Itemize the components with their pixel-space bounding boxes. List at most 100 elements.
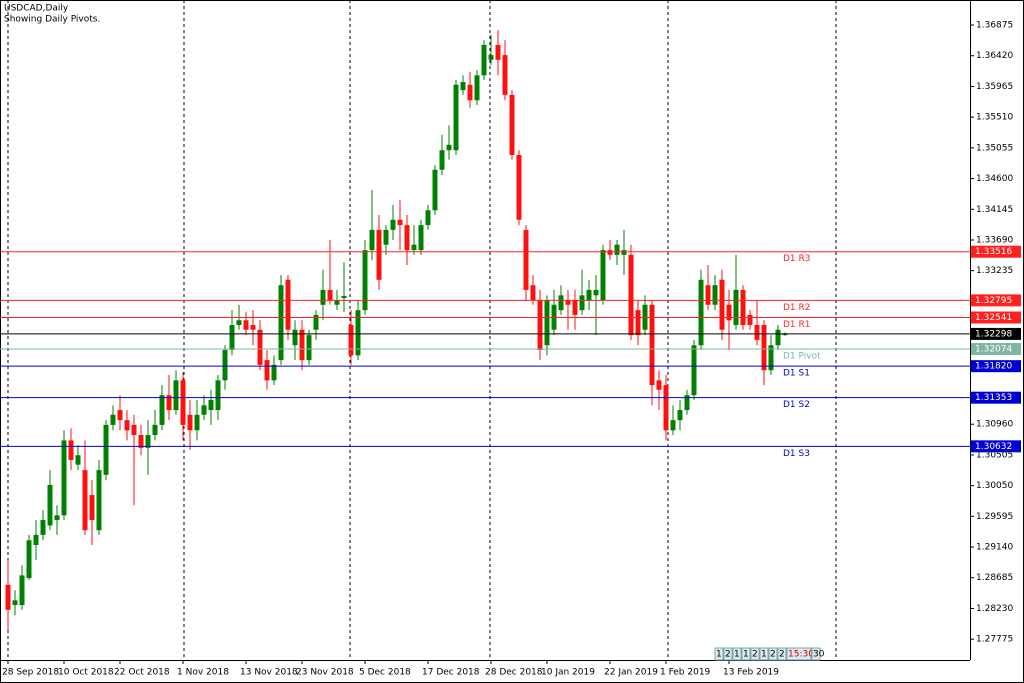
timeframe-button (777, 647, 787, 661)
timeframe-label: 1 (761, 650, 767, 660)
x-tick-label: 1 Nov 2018 (177, 668, 229, 678)
pivot-name: D1 R1 (783, 320, 811, 330)
pivot-price-box (971, 343, 1021, 356)
candle-body (397, 219, 403, 226)
candle-body (761, 325, 767, 371)
candle-body (348, 325, 354, 356)
pivot-name: D1 S2 (783, 400, 810, 410)
candle-body (103, 424, 109, 475)
candle-body (131, 424, 137, 436)
candle-body (166, 395, 172, 411)
candle-body (5, 584, 11, 610)
candle-body (572, 300, 578, 315)
last-price-label: 1.32298 (975, 329, 1012, 339)
candle-body (614, 244, 620, 255)
candle-body (54, 515, 60, 521)
candle-body (565, 300, 571, 305)
candle-body (68, 440, 74, 460)
timeframe-label: 1 (743, 650, 749, 660)
candle-body (733, 289, 739, 326)
pivot-price-label: 1.31820 (975, 362, 1012, 372)
x-tick-label: 23 Nov 2018 (296, 668, 354, 678)
candle-body (159, 395, 165, 425)
candle-body (530, 285, 536, 301)
candle-body (677, 410, 683, 421)
candle-body (152, 424, 158, 436)
pivot-price-label: 1.32541 (975, 313, 1012, 323)
x-tick-label: 17 Dec 2018 (422, 668, 480, 678)
candle-body (82, 470, 88, 531)
pivot-price-label: 1.30632 (975, 442, 1012, 452)
y-tick-label: 1.33690 (976, 235, 1013, 245)
timeframe-label: 1 (716, 650, 722, 660)
candle-body (684, 395, 690, 411)
candle-body (278, 285, 284, 361)
candle-body (404, 225, 410, 251)
period-separators (7, 0, 837, 660)
candle-body (292, 329, 298, 346)
x-tick-label: 10 Oct 2018 (58, 668, 114, 678)
candle-body (656, 380, 662, 390)
y-tick-label: 1.28685 (976, 573, 1013, 583)
candle-body (712, 285, 718, 305)
candle-body (649, 304, 655, 386)
candle-body (663, 385, 669, 431)
x-tick-label: 13 Nov 2018 (240, 668, 298, 678)
timeframe-button (768, 647, 778, 661)
timeframe-button (811, 647, 821, 661)
y-tick-label: 1.35510 (976, 113, 1013, 123)
candle-body (383, 229, 389, 245)
candle-body (257, 329, 263, 365)
y-tick-label: 1.30505 (976, 450, 1013, 460)
candle-body (215, 380, 221, 411)
candle-body (194, 414, 200, 431)
pivot-price-box (971, 440, 1021, 453)
candle-body (313, 314, 319, 330)
y-tick-label: 1.33235 (976, 266, 1013, 276)
candle-body (285, 279, 291, 330)
candle-body (544, 300, 550, 346)
candle-body (334, 300, 340, 305)
candle-body (369, 229, 375, 251)
candle-body (61, 440, 67, 516)
pivot-price-box (971, 391, 1021, 404)
candle-body (726, 304, 732, 321)
candles (5, 30, 788, 631)
candle-body (628, 254, 634, 336)
candle-body (362, 250, 368, 311)
pivot-name: D1 R2 (783, 303, 811, 313)
timeframe-button (732, 647, 742, 661)
candle-body (89, 495, 95, 521)
candle-body (467, 84, 473, 101)
pivot-price-box (971, 245, 1021, 258)
candle-body (432, 169, 438, 211)
pivot-price-label: 1.31353 (975, 393, 1012, 403)
candle-body (523, 229, 529, 290)
candle-body (271, 364, 277, 381)
candle-body (621, 250, 627, 255)
y-tick-label: 1.36420 (976, 51, 1013, 61)
candle-body (208, 399, 214, 411)
candle-body (600, 250, 606, 301)
y-tick-label: 1.30050 (976, 481, 1013, 491)
timeframe-label: 15:30 (788, 650, 814, 660)
timeframe-button (714, 647, 724, 661)
candle-body (222, 349, 228, 381)
candle-body (110, 414, 116, 425)
pivot-name: D1 Pivot (783, 352, 821, 362)
candle-body (775, 329, 781, 346)
candle-body (236, 320, 242, 326)
candle-body (460, 82, 466, 91)
y-tick-label: 1.35965 (976, 82, 1013, 92)
timeframe-button (759, 647, 769, 661)
candle-body (446, 144, 452, 151)
candle-body (376, 229, 382, 280)
x-tick-label: 5 Dec 2018 (359, 668, 411, 678)
candle-body (747, 314, 753, 326)
candle-body (229, 325, 235, 350)
candle-body (355, 310, 361, 356)
candle-body (439, 150, 445, 170)
candle-body (40, 520, 46, 535)
candle-body (670, 420, 676, 431)
candle-body (488, 55, 494, 60)
